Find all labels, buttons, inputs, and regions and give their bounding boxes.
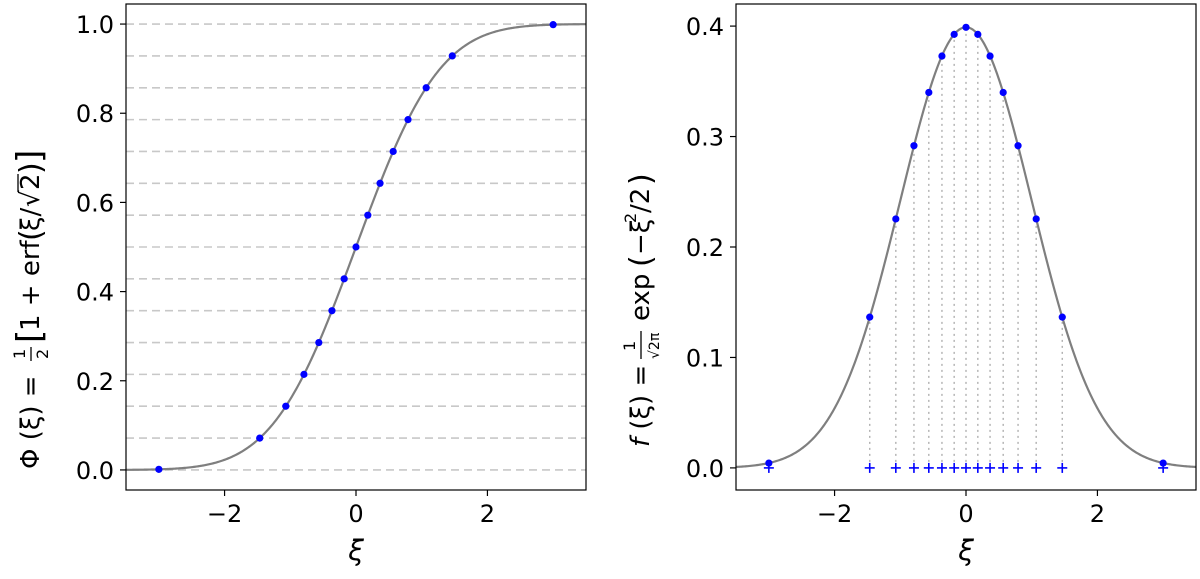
cdf-ytick-label-3: 0.6 <box>76 189 114 217</box>
pdf-point-4 <box>925 88 933 97</box>
pdf-ytick-label-0: 0.0 <box>686 455 724 483</box>
pdf-point-7 <box>962 23 970 31</box>
pdf-point-5 <box>938 52 946 60</box>
pdf-plus-marker-3 <box>908 462 919 473</box>
svg-text:(: ( <box>14 229 49 241</box>
svg-text:2: 2 <box>621 213 640 223</box>
svg-text:): ) <box>624 173 659 185</box>
pdf-ytick-label-2: 0.2 <box>686 234 724 262</box>
cdf-xtick-label-0: −2 <box>207 500 242 528</box>
cdf-x-axis-label: ξ <box>347 534 364 567</box>
svg-text:]: ] <box>10 150 50 163</box>
svg-text:): ) <box>14 162 49 174</box>
cdf-point-0 <box>155 465 163 473</box>
pdf-y-axis-label: f (ξ) = 1 √2π exp ( −ξ 2 /2 ) <box>620 173 663 447</box>
pdf-point-9 <box>986 52 994 60</box>
pdf-plus-marker-1 <box>864 462 875 473</box>
svg-text:(: ( <box>624 255 659 267</box>
pdf-x-ticks: −2 0 2 <box>817 490 1105 528</box>
pdf-vertical-dotted-lines <box>869 27 1063 468</box>
cdf-point-11 <box>404 116 412 124</box>
cdf-ytick-label-5: 1.0 <box>76 11 114 39</box>
cdf-point-10 <box>389 147 397 156</box>
svg-text:1 + erf: 1 + erf <box>16 239 46 331</box>
pdf-plus-marker-13 <box>1057 462 1068 473</box>
pdf-xtick-label-0: −2 <box>817 500 852 528</box>
pdf-plus-marker-5 <box>936 462 947 473</box>
pdf-plus-marker-6 <box>949 462 960 473</box>
cdf-x-ticks: −2 0 2 <box>207 490 495 528</box>
pdf-plus-marker-0 <box>763 462 774 473</box>
cdf-y-axis-label: Φ (ξ) = 1 2 [ 1 + erf ( ξ/ √ 2 ) ] <box>10 150 52 469</box>
cdf-xtick-label-2: 2 <box>480 500 495 528</box>
pdf-plus-marker-7 <box>961 462 971 473</box>
pdf-ytick-label-1: 0.1 <box>686 344 724 372</box>
cdf-point-13 <box>448 52 456 60</box>
svg-text:ξ/: ξ/ <box>16 208 46 231</box>
cdf-point-2 <box>282 402 290 410</box>
pdf-plus-marker-14 <box>1158 462 1169 473</box>
pdf-point-3 <box>910 142 918 150</box>
pdf-point-8 <box>974 30 982 38</box>
pdf-point-1 <box>866 313 874 321</box>
pdf-xtick-label-1: 0 <box>958 500 973 528</box>
cdf-point-6 <box>340 275 348 283</box>
cdf-ytick-label-0: 0.0 <box>76 457 114 485</box>
cdf-ytick-label-4: 0.8 <box>76 100 114 128</box>
svg-text:√: √ <box>16 190 46 207</box>
pdf-xtick-label-2: 2 <box>1090 500 1105 528</box>
pdf-plus-marker-12 <box>1031 462 1042 473</box>
cdf-ytick-label-1: 0.2 <box>76 368 114 396</box>
cdf-point-5 <box>328 307 336 315</box>
pdf-point-6 <box>950 30 958 38</box>
pdf-point-13 <box>1058 313 1066 321</box>
cdf-horizontal-dashed-lines <box>126 23 586 471</box>
pdf-point-12 <box>1032 215 1040 223</box>
pdf-points-group <box>765 23 1167 467</box>
cdf-point-12 <box>422 84 430 92</box>
pdf-point-2 <box>892 215 900 223</box>
pdf-panel: −2 0 2 0.0 0.1 0.2 0.3 0.4 ξ f (ξ) = 1 √2π exp… <box>620 3 1197 567</box>
pdf-plus-marker-10 <box>998 462 1009 473</box>
svg-text:1: 1 <box>620 341 639 351</box>
svg-text:f (ξ) =: f (ξ) = <box>626 365 656 447</box>
cdf-point-9 <box>376 179 384 187</box>
cdf-point-3 <box>300 370 308 378</box>
cdf-point-1 <box>256 434 264 442</box>
svg-text:1: 1 <box>10 349 29 359</box>
svg-text:[: [ <box>10 330 50 343</box>
cdf-points-group <box>155 21 557 473</box>
svg-text:2: 2 <box>33 349 52 359</box>
pdf-point-11 <box>1014 142 1022 150</box>
pdf-plus-marker-2 <box>890 462 901 473</box>
pdf-plus-marker-4 <box>923 462 934 473</box>
cdf-panel: −2 0 2 0.0 0.2 0.4 0.6 0.8 1.0 ξ Φ (ξ) = 1 2 [ … <box>10 3 587 567</box>
pdf-y-ticks: 0.0 0.1 0.2 0.3 0.4 <box>686 13 736 483</box>
cdf-xtick-label-1: 0 <box>348 500 363 528</box>
pdf-x-axis-label: ξ <box>957 534 974 567</box>
cdf-ytick-label-2: 0.4 <box>76 279 114 307</box>
svg-text:−ξ: −ξ <box>626 219 656 255</box>
pdf-ytick-label-4: 0.4 <box>686 13 724 41</box>
cdf-point-7 <box>352 243 360 251</box>
svg-text:exp: exp <box>626 274 656 321</box>
svg-text:Φ (ξ) =: Φ (ξ) = <box>16 375 46 469</box>
cdf-y-ticks: 0.0 0.2 0.4 0.6 0.8 1.0 <box>76 11 126 485</box>
svg-text:√2π: √2π <box>647 332 663 359</box>
svg-text:/2: /2 <box>626 188 656 213</box>
cdf-point-4 <box>315 338 323 347</box>
cdf-point-8 <box>364 211 372 219</box>
pdf-plus-marker-9 <box>985 462 996 473</box>
pdf-ytick-label-3: 0.3 <box>686 124 724 152</box>
pdf-plus-marker-8 <box>972 462 983 473</box>
cdf-point-14 <box>549 21 557 29</box>
pdf-point-10 <box>999 88 1007 97</box>
pdf-plus-markers-group <box>763 462 1169 473</box>
svg-text:2: 2 <box>16 173 46 190</box>
pdf-plus-marker-11 <box>1013 462 1024 473</box>
